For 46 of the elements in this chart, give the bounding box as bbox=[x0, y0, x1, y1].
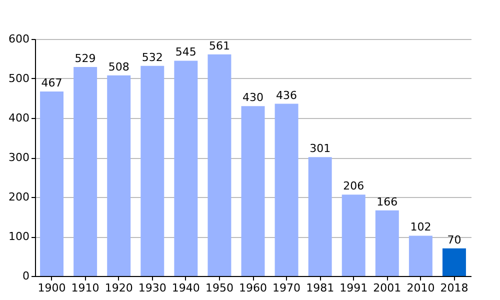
x-tick-label: 2001 bbox=[373, 282, 402, 294]
bar bbox=[40, 92, 64, 276]
bar bbox=[274, 104, 298, 276]
x-tick-label: 1940 bbox=[172, 282, 200, 294]
x-tick-label: 1960 bbox=[239, 282, 267, 294]
x-tick-label: 1950 bbox=[205, 282, 234, 294]
data-label: 545 bbox=[175, 46, 196, 59]
bar bbox=[174, 60, 198, 276]
data-label: 436 bbox=[276, 88, 298, 102]
y-tick-label: 200 bbox=[8, 190, 30, 204]
data-label: 102 bbox=[410, 220, 432, 234]
x-tick-label: 1981 bbox=[306, 282, 334, 294]
bar bbox=[107, 75, 131, 276]
bar bbox=[208, 54, 232, 276]
data-label: 206 bbox=[343, 180, 364, 193]
x-tick-label: 1920 bbox=[104, 282, 133, 294]
y-tick-label: 500 bbox=[8, 72, 30, 85]
data-label: 532 bbox=[142, 50, 163, 64]
x-tick-label: 1930 bbox=[138, 282, 166, 294]
x-tick-label: 1991 bbox=[340, 282, 368, 294]
data-label: 561 bbox=[208, 39, 230, 52]
bar bbox=[140, 66, 164, 276]
data-label: 467 bbox=[41, 76, 62, 90]
bar bbox=[241, 106, 265, 276]
y-tick-label: 0 bbox=[22, 270, 30, 282]
bar bbox=[342, 194, 366, 276]
y-tick-label: 100 bbox=[8, 230, 30, 243]
data-label: 430 bbox=[242, 91, 264, 104]
bar bbox=[408, 236, 432, 276]
data-label: 301 bbox=[310, 142, 331, 156]
data-label: 508 bbox=[108, 60, 130, 74]
data-label: 529 bbox=[74, 52, 96, 66]
x-tick-label: 2018 bbox=[440, 282, 468, 294]
x-tick-label: 1910 bbox=[71, 282, 100, 294]
data-label: 166 bbox=[376, 195, 398, 208]
data-label: 70 bbox=[447, 233, 462, 246]
x-tick-label: 1900 bbox=[38, 282, 66, 294]
x-tick-label: 1970 bbox=[272, 282, 301, 294]
bar bbox=[74, 67, 98, 276]
y-tick-label: 400 bbox=[8, 112, 30, 124]
y-tick-label: 300 bbox=[8, 151, 30, 164]
bar bbox=[308, 157, 332, 276]
x-tick-label: 2010 bbox=[406, 282, 435, 294]
bar bbox=[375, 210, 399, 276]
y-tick-label: 600 bbox=[8, 32, 30, 46]
bar bbox=[442, 248, 466, 276]
